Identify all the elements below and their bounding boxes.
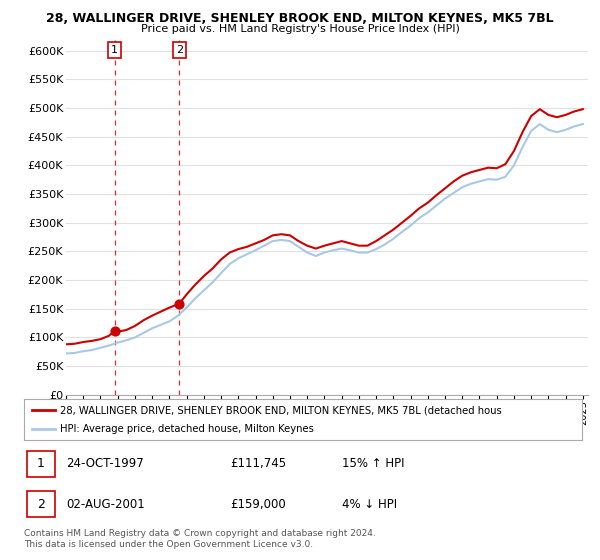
Text: 2: 2 xyxy=(176,45,183,55)
Text: Price paid vs. HM Land Registry's House Price Index (HPI): Price paid vs. HM Land Registry's House … xyxy=(140,24,460,34)
Point xyxy=(110,326,119,335)
Text: 4% ↓ HPI: 4% ↓ HPI xyxy=(342,498,397,511)
Text: 1: 1 xyxy=(37,458,44,470)
Text: £159,000: £159,000 xyxy=(230,498,286,511)
FancyBboxPatch shape xyxy=(27,451,55,477)
Text: 15% ↑ HPI: 15% ↑ HPI xyxy=(342,458,404,470)
FancyBboxPatch shape xyxy=(27,492,55,517)
Point xyxy=(175,299,184,308)
Text: 1: 1 xyxy=(111,45,118,55)
Text: 28, WALLINGER DRIVE, SHENLEY BROOK END, MILTON KEYNES, MK5 7BL (detached hous: 28, WALLINGER DRIVE, SHENLEY BROOK END, … xyxy=(60,405,502,415)
Text: £111,745: £111,745 xyxy=(230,458,287,470)
Text: 02-AUG-2001: 02-AUG-2001 xyxy=(66,498,145,511)
Text: 24-OCT-1997: 24-OCT-1997 xyxy=(66,458,143,470)
Text: HPI: Average price, detached house, Milton Keynes: HPI: Average price, detached house, Milt… xyxy=(60,424,314,433)
Text: Contains HM Land Registry data © Crown copyright and database right 2024.
This d: Contains HM Land Registry data © Crown c… xyxy=(24,529,376,549)
Text: 2: 2 xyxy=(37,498,44,511)
Text: 28, WALLINGER DRIVE, SHENLEY BROOK END, MILTON KEYNES, MK5 7BL: 28, WALLINGER DRIVE, SHENLEY BROOK END, … xyxy=(46,12,554,25)
